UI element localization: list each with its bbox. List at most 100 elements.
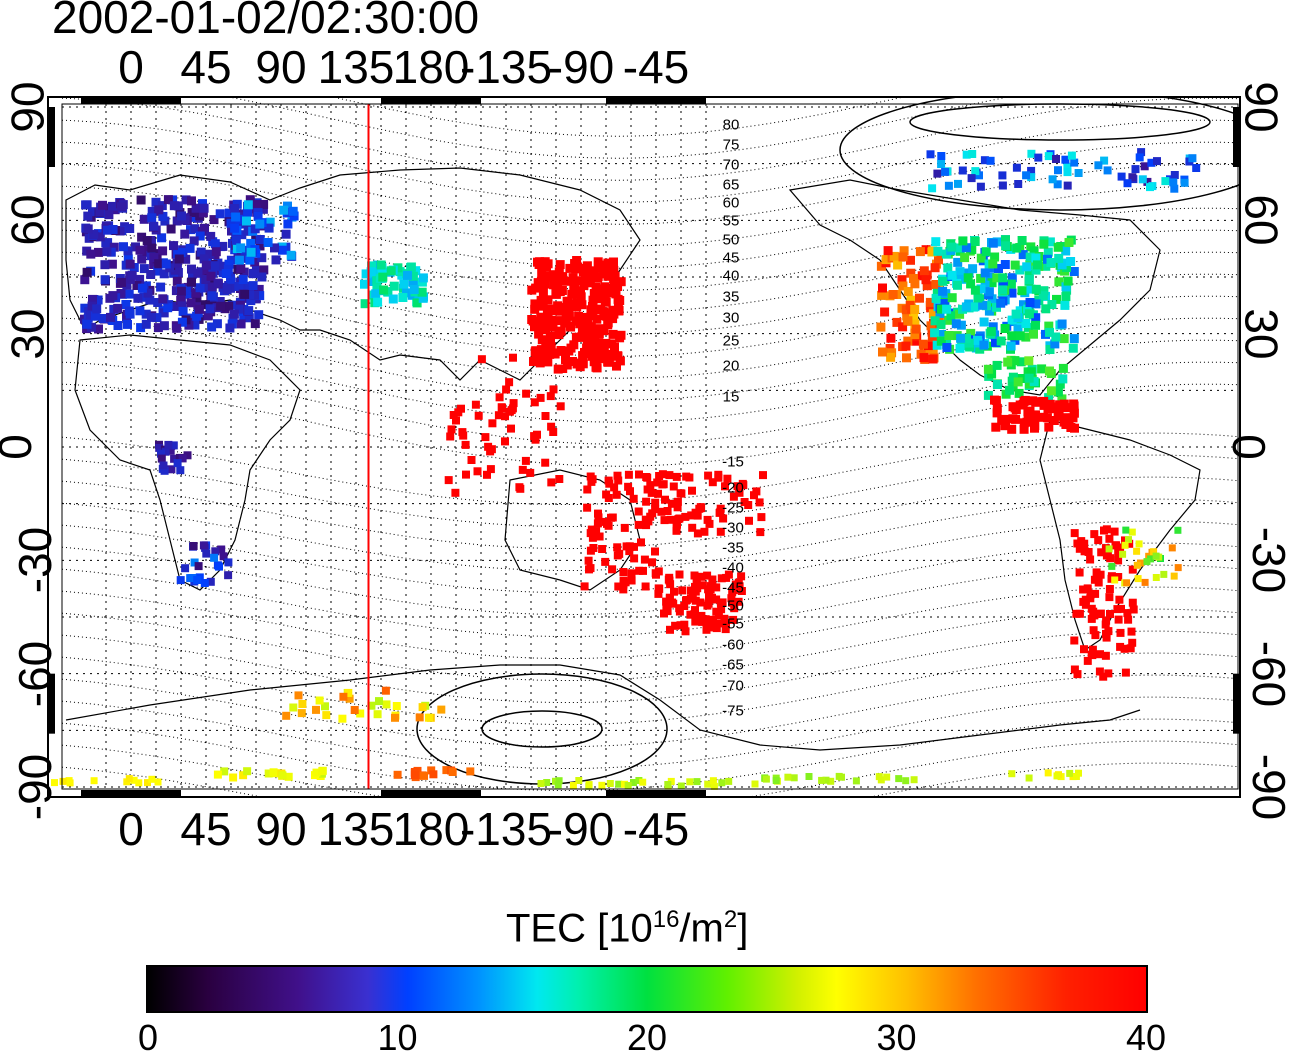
tec-observation [339, 692, 348, 701]
lon-tick-bottom: 180 [392, 803, 470, 855]
tec-observation [408, 277, 418, 287]
tec-observation [1038, 291, 1048, 301]
tec-observation [909, 311, 919, 321]
lat-tick-right: 30 [1235, 308, 1288, 360]
tec-observation [159, 321, 169, 331]
tec-observation [976, 253, 986, 263]
tec-observation [86, 249, 96, 259]
tec-observation [297, 709, 306, 718]
tec-observation [691, 587, 700, 596]
tec-observation [717, 574, 726, 583]
lon-tick-top: 90 [255, 41, 307, 93]
tec-observation [1121, 668, 1130, 677]
tec-observation [906, 268, 916, 278]
tec-observation [991, 422, 1001, 432]
tec-observation [577, 314, 587, 324]
tec-observation [578, 359, 588, 369]
tec-observation [1007, 315, 1017, 325]
tec-observation [87, 301, 97, 311]
maglat-label: 30 [722, 309, 740, 327]
tec-observation [210, 553, 219, 562]
tec-observation [1027, 173, 1036, 182]
tec-observation [740, 498, 749, 506]
tec-observation [1128, 528, 1136, 536]
tec-observation [176, 576, 185, 585]
tec-observation [1025, 774, 1033, 782]
tec-observation [613, 351, 623, 361]
lat-tick-right: -60 [1243, 640, 1292, 707]
tec-observation [723, 474, 732, 483]
tec-observation [937, 329, 946, 339]
tec-observation [166, 224, 176, 234]
frame-tick-bar [381, 97, 481, 104]
tec-observation [172, 276, 182, 286]
tec-observation [756, 528, 765, 537]
tec-observation [1105, 585, 1114, 593]
tec-observation [224, 301, 234, 311]
tec-observation [136, 323, 146, 333]
tec-observation [671, 621, 680, 630]
tec-observation [918, 339, 928, 349]
tec-observation [1061, 282, 1071, 292]
tec-observation [388, 294, 398, 304]
tec-observation [170, 454, 179, 463]
tec-observation [944, 181, 953, 190]
tec-observation [1039, 400, 1049, 410]
tec-observation [613, 471, 622, 480]
tec-observation [1055, 379, 1065, 389]
tec-observation [987, 369, 997, 379]
tec-observation [1115, 595, 1124, 604]
tec-observation [98, 314, 108, 323]
tec-observation [1025, 298, 1035, 307]
tec-observation [930, 328, 940, 338]
lon-tick-bottom: -135 [459, 803, 553, 855]
tec-observation [210, 261, 220, 271]
tec-observation [518, 465, 527, 474]
tec-observation [584, 556, 593, 565]
tec-observation [1086, 555, 1095, 564]
tec-observation [257, 253, 267, 263]
tec-observation [108, 291, 118, 301]
tec-observation [936, 336, 946, 346]
tec-observation [250, 224, 260, 234]
tec-observation [1053, 180, 1062, 189]
tec-observation [1128, 173, 1137, 182]
tec-observation [641, 582, 650, 591]
tec-observation [613, 543, 622, 552]
tec-observation [1022, 171, 1031, 180]
tec-observation [509, 353, 517, 362]
frame-tick-bar [48, 673, 55, 734]
maglat-label: -75 [722, 702, 744, 720]
magnetic-latitude-contour [61, 586, 1239, 659]
tec-observation [554, 267, 564, 277]
tec-observation [654, 589, 663, 598]
tec-observation [1090, 575, 1099, 584]
tec-observation [975, 171, 983, 180]
tec-observation [737, 587, 746, 595]
tec-observation [673, 503, 682, 512]
tec-observation [953, 280, 962, 290]
tec-observation [1072, 609, 1081, 618]
tec-observation [610, 483, 619, 492]
tec-observation [595, 324, 604, 334]
tec-observation [1001, 235, 1010, 245]
tec-observation [663, 607, 672, 616]
tec-observation [386, 266, 396, 276]
lat-tick-left: -60 [9, 640, 62, 707]
tec-observation [582, 261, 592, 271]
tec-observation [931, 293, 941, 303]
tec-observation [344, 688, 353, 697]
tec-observation [1016, 357, 1026, 367]
tec-observation [593, 348, 603, 358]
tec-observation [188, 574, 197, 582]
tec-observation [473, 467, 482, 476]
tec-observation [1122, 526, 1130, 534]
tec-observation [1083, 584, 1092, 593]
tec-observation [991, 337, 1000, 347]
tec-observation [294, 691, 303, 700]
tec-observation [1006, 341, 1016, 351]
tec-observation [1007, 288, 1017, 298]
tec-observation [906, 255, 915, 265]
tec-observation [1059, 399, 1069, 409]
tec-observation [192, 311, 202, 321]
